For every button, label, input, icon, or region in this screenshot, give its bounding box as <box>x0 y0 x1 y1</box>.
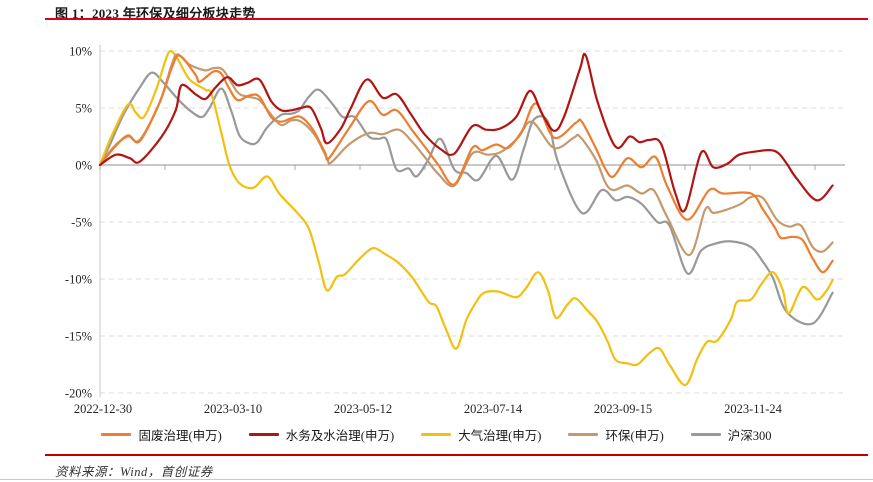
legend-label: 沪深300 <box>727 429 772 443</box>
legend-item-4: 环保(申万) <box>568 425 664 444</box>
x-axis-label: 2023-09-15 <box>594 402 652 416</box>
y-axis-label: -10% <box>65 273 92 287</box>
trend-line-chart: 10% 5% 0% -5% -10% -15% -20%2022-12-30 2023-03-… <box>65 45 845 416</box>
chart-legend: 固废治理(申万) 水务及水治理(申万) 大气治理(申万) 环保(申万) 沪深300 <box>0 425 873 444</box>
y-axis-label: -5% <box>71 216 92 230</box>
legend-line-swatch <box>421 433 452 436</box>
title-underline-rule <box>45 18 868 20</box>
legend-line-swatch <box>248 433 279 436</box>
legend-line-swatch <box>101 433 132 436</box>
legend-item-5: 沪深300 <box>690 425 772 444</box>
y-axis-label: -15% <box>65 330 92 344</box>
legend-label: 环保(申万) <box>605 429 664 443</box>
legend-item-3: 大气治理(申万) <box>421 425 541 444</box>
series-line-3 <box>98 49 834 387</box>
x-axis-label: 2022-12-30 <box>74 402 132 416</box>
legend-label: 水务及水治理(申万) <box>285 429 395 443</box>
series-line-5 <box>98 71 834 326</box>
figure-title: 图 1：2023 年环保及细分板块走势 <box>55 6 256 21</box>
legend-line-swatch <box>568 433 599 436</box>
y-axis-label: 5% <box>75 102 92 116</box>
series-line-4 <box>98 53 834 257</box>
x-axis-label: 2023-03-10 <box>204 402 262 416</box>
y-axis-label: 10% <box>69 45 92 59</box>
y-axis-label: -20% <box>65 387 92 401</box>
x-axis-label: 2023-07-14 <box>464 402 523 416</box>
legend-item-1: 固废治理(申万) <box>101 425 222 444</box>
source-text: 资料来源：Wind，首创证券 <box>55 465 213 479</box>
series-line-1 <box>98 54 834 274</box>
legend-line-swatch <box>690 433 721 436</box>
y-axis-label: 0% <box>75 159 92 173</box>
x-axis-label: 2023-11-24 <box>724 402 783 416</box>
legend-label: 大气治理(申万) <box>458 429 542 443</box>
series-line-2 <box>98 52 834 213</box>
x-axis-label: 2023-05-12 <box>334 402 392 416</box>
page-bottom-border <box>0 479 873 480</box>
footer-divider-rule <box>45 454 868 456</box>
legend-item-2: 水务及水治理(申万) <box>248 425 395 444</box>
legend-label: 固废治理(申万) <box>138 429 222 443</box>
